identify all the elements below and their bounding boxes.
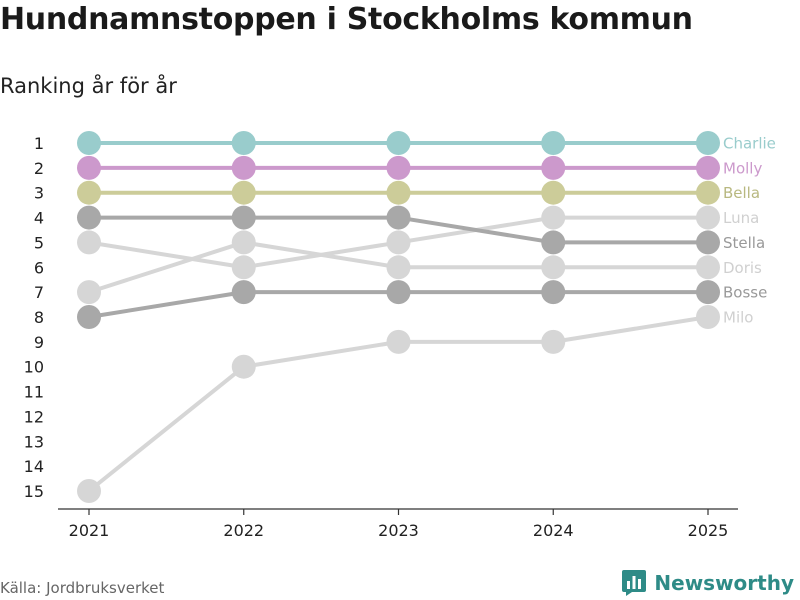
data-point-molly — [696, 155, 720, 180]
data-point-bella — [231, 180, 256, 205]
data-point-bosse — [541, 280, 566, 305]
data-point-stella — [77, 205, 101, 230]
end-labels: Charlie Molly Bella Luna Stella Doris Bosse Mil… — [723, 135, 776, 327]
y-tick-label: 11 — [24, 383, 44, 402]
data-point-bella — [541, 180, 566, 205]
data-point-milo — [77, 479, 101, 503]
data-point-stella — [541, 230, 566, 255]
y-tick-label: 3 — [34, 184, 44, 203]
data-point-doris — [541, 255, 566, 280]
source-note: Källa: Jordbruksverket — [0, 579, 165, 597]
y-tick-label: 12 — [24, 407, 44, 426]
data-point-molly — [77, 155, 101, 180]
y-tick-label: 8 — [34, 308, 44, 327]
data-point-charlie — [386, 131, 411, 155]
x-tick-label: 2024 — [533, 521, 574, 540]
data-point-luna — [541, 205, 566, 230]
y-tick-label: 5 — [34, 233, 44, 252]
data-point-bosse — [77, 305, 101, 329]
end-label-doris: Doris — [723, 259, 762, 277]
end-label-milo: Milo — [723, 309, 753, 327]
y-tick-label: 2 — [34, 159, 44, 178]
end-label-luna: Luna — [723, 209, 759, 227]
y-tick-label: 15 — [24, 482, 44, 501]
x-tick-label: 2025 — [688, 521, 729, 540]
series-points — [77, 131, 720, 503]
brand-name: Newsworthy — [654, 571, 794, 595]
x-tick-label: 2022 — [223, 521, 264, 540]
data-point-bella — [386, 180, 411, 205]
data-point-luna — [696, 205, 720, 230]
data-point-luna — [77, 230, 101, 255]
data-point-stella — [386, 205, 411, 230]
data-point-milo — [231, 354, 256, 379]
bar-chart-logo-icon — [622, 570, 647, 596]
chart-subtitle: Ranking år för år — [0, 74, 177, 98]
data-point-bosse — [231, 280, 256, 305]
end-label-bosse: Bosse — [723, 284, 767, 302]
data-point-stella — [696, 230, 720, 255]
y-tick-label: 14 — [24, 457, 44, 476]
data-point-charlie — [77, 131, 101, 155]
data-point-doris — [77, 280, 101, 305]
data-point-bella — [696, 180, 720, 205]
y-tick-label: 13 — [24, 432, 44, 451]
data-point-charlie — [541, 131, 566, 155]
brand-logo[interactable]: Newsworthy — [622, 570, 794, 596]
end-label-charlie: Charlie — [723, 135, 776, 153]
y-tick-label: 10 — [24, 358, 44, 377]
data-point-molly — [386, 155, 411, 180]
x-tick-label: 2023 — [378, 521, 419, 540]
y-tick-label: 7 — [34, 283, 44, 302]
y-tick-label: 6 — [34, 258, 44, 277]
data-point-milo — [696, 305, 720, 329]
data-point-luna — [231, 255, 256, 280]
data-point-bosse — [696, 280, 720, 305]
data-point-molly — [541, 155, 566, 180]
y-tick-label: 4 — [34, 209, 44, 228]
data-point-doris — [696, 255, 720, 280]
data-point-molly — [231, 155, 256, 180]
data-point-doris — [231, 230, 256, 255]
data-point-bella — [77, 180, 101, 205]
data-point-charlie — [696, 131, 720, 155]
data-point-luna — [386, 230, 411, 255]
y-tick-label: 1 — [34, 134, 44, 153]
data-point-charlie — [231, 131, 256, 155]
chart-title: Hundnamnstoppen i Stockholms kommun — [0, 2, 693, 37]
data-point-milo — [541, 329, 566, 354]
end-label-molly: Molly — [723, 159, 762, 177]
x-tick-label: 2021 — [69, 521, 110, 540]
data-point-stella — [231, 205, 256, 230]
end-label-stella: Stella — [723, 234, 765, 252]
data-point-milo — [386, 329, 411, 354]
data-point-doris — [386, 255, 411, 280]
y-tick-label: 9 — [34, 333, 44, 352]
data-point-bosse — [386, 280, 411, 305]
axes: 2021 2022 2023 2024 202512345678910111213141… — [24, 134, 738, 540]
end-label-bella: Bella — [723, 184, 760, 202]
